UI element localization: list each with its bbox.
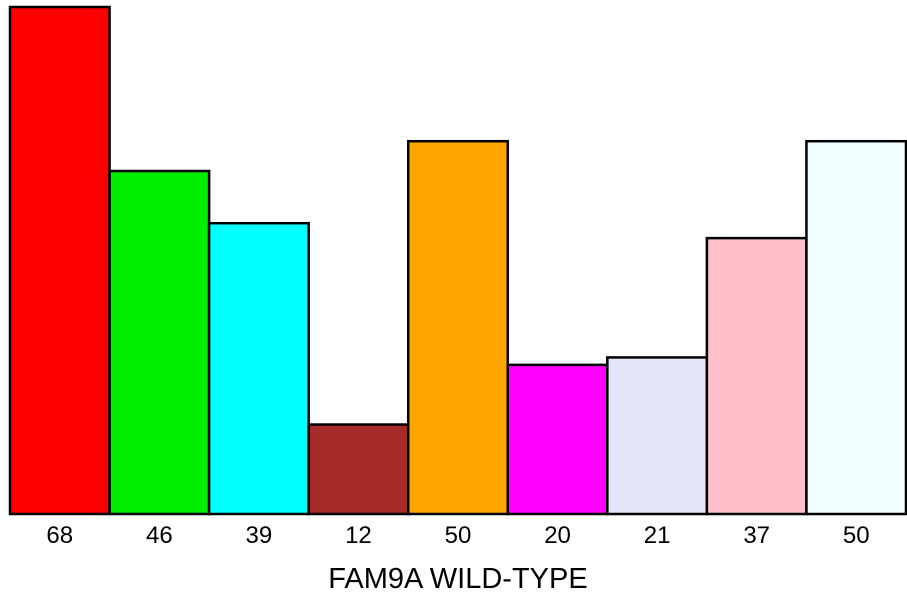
- bar-3: [207, 221, 310, 516]
- bars-group: [8, 5, 907, 516]
- tick-label-6: 20: [544, 522, 571, 549]
- bar-7: [606, 356, 709, 516]
- bar-1: [8, 5, 111, 516]
- tick-label-4: 12: [345, 522, 372, 549]
- x-axis-label: FAM9A WILD-TYPE: [328, 563, 587, 595]
- bar-5: [406, 139, 510, 516]
- bar-9: [805, 139, 907, 516]
- bar-8: [705, 236, 808, 516]
- bar-4: [307, 423, 410, 516]
- tick-label-7: 21: [644, 522, 671, 549]
- tick-label-3: 39: [246, 522, 273, 549]
- tick-labels-group: 68 46 39 12 50 20 21 37 50: [46, 522, 869, 549]
- bar-6: [506, 363, 609, 516]
- bar-2: [108, 169, 211, 516]
- tick-label-5: 50: [445, 522, 472, 549]
- tick-label-1: 68: [46, 522, 73, 549]
- tick-label-2: 46: [146, 522, 173, 549]
- tick-label-8: 37: [743, 522, 770, 549]
- tick-label-9: 50: [843, 522, 870, 549]
